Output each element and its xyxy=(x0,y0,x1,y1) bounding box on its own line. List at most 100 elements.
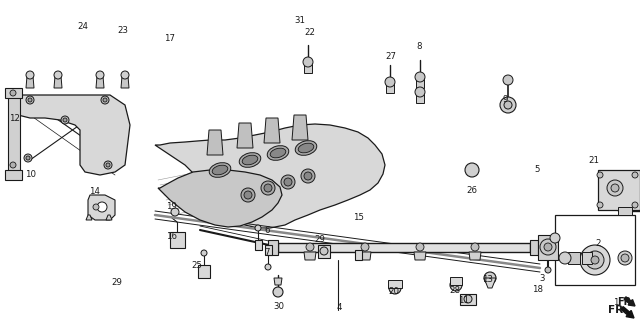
Polygon shape xyxy=(8,90,20,175)
Circle shape xyxy=(121,71,129,79)
Text: 23: 23 xyxy=(117,26,129,35)
Polygon shape xyxy=(265,245,272,255)
Circle shape xyxy=(26,71,34,79)
Ellipse shape xyxy=(295,141,317,155)
Circle shape xyxy=(103,98,107,102)
Circle shape xyxy=(63,118,67,122)
Polygon shape xyxy=(598,170,640,210)
Polygon shape xyxy=(359,252,371,260)
Circle shape xyxy=(104,161,112,169)
Text: 12: 12 xyxy=(8,114,20,123)
Polygon shape xyxy=(292,115,308,140)
Polygon shape xyxy=(414,252,426,260)
Circle shape xyxy=(61,116,69,124)
Circle shape xyxy=(171,208,179,216)
Circle shape xyxy=(261,181,275,195)
Circle shape xyxy=(464,295,472,303)
Circle shape xyxy=(303,57,313,67)
Text: 28: 28 xyxy=(449,286,460,295)
Polygon shape xyxy=(582,252,592,264)
Polygon shape xyxy=(386,83,394,93)
Circle shape xyxy=(10,162,16,168)
Circle shape xyxy=(284,178,292,186)
Text: 16: 16 xyxy=(166,232,177,241)
Text: 21: 21 xyxy=(588,156,600,164)
Polygon shape xyxy=(355,250,362,260)
Text: 26: 26 xyxy=(467,186,478,195)
Polygon shape xyxy=(268,240,278,255)
Circle shape xyxy=(304,172,312,180)
Circle shape xyxy=(26,96,34,104)
Text: 30: 30 xyxy=(273,302,284,311)
Text: 7: 7 xyxy=(265,248,270,257)
Text: 11: 11 xyxy=(458,296,470,305)
Text: 24: 24 xyxy=(77,22,89,31)
Circle shape xyxy=(97,202,107,212)
Polygon shape xyxy=(278,243,530,252)
Circle shape xyxy=(540,239,556,255)
Text: 9: 9 xyxy=(503,95,508,104)
Circle shape xyxy=(550,233,560,243)
Polygon shape xyxy=(388,280,402,288)
Circle shape xyxy=(281,175,295,189)
Text: 6: 6 xyxy=(265,226,270,235)
Polygon shape xyxy=(484,278,496,288)
Polygon shape xyxy=(264,118,280,143)
Circle shape xyxy=(265,264,271,270)
Polygon shape xyxy=(450,277,462,285)
Circle shape xyxy=(101,96,109,104)
Text: 10: 10 xyxy=(24,170,36,179)
Circle shape xyxy=(306,243,314,251)
Circle shape xyxy=(361,243,369,251)
Ellipse shape xyxy=(270,148,286,158)
Text: 14: 14 xyxy=(89,188,100,196)
Polygon shape xyxy=(568,252,580,264)
Text: 15: 15 xyxy=(353,213,364,222)
Polygon shape xyxy=(274,278,282,285)
Text: 27: 27 xyxy=(385,52,396,61)
Polygon shape xyxy=(530,240,538,255)
Polygon shape xyxy=(158,170,282,227)
Polygon shape xyxy=(304,252,316,260)
Polygon shape xyxy=(198,265,210,278)
Text: 31: 31 xyxy=(294,16,305,25)
Circle shape xyxy=(96,71,104,79)
Circle shape xyxy=(597,202,603,208)
Text: 19: 19 xyxy=(166,202,177,211)
Circle shape xyxy=(471,243,479,251)
Polygon shape xyxy=(170,232,185,248)
Circle shape xyxy=(607,180,623,196)
Circle shape xyxy=(28,98,32,102)
Polygon shape xyxy=(54,76,62,88)
Polygon shape xyxy=(18,95,130,175)
Circle shape xyxy=(201,250,207,256)
Ellipse shape xyxy=(209,163,231,177)
Polygon shape xyxy=(304,63,312,73)
FancyArrow shape xyxy=(624,297,635,306)
Polygon shape xyxy=(460,294,476,305)
Circle shape xyxy=(24,154,32,162)
Text: FR.: FR. xyxy=(617,297,635,307)
Polygon shape xyxy=(469,252,481,260)
Circle shape xyxy=(580,245,610,275)
Circle shape xyxy=(385,77,395,87)
Circle shape xyxy=(26,156,30,160)
Polygon shape xyxy=(237,123,253,148)
Circle shape xyxy=(244,191,252,199)
Text: 18: 18 xyxy=(532,285,543,294)
Text: 25: 25 xyxy=(191,261,203,270)
Circle shape xyxy=(611,184,619,192)
Circle shape xyxy=(544,243,552,251)
Text: 29: 29 xyxy=(315,235,325,244)
Polygon shape xyxy=(26,76,34,88)
Text: 1: 1 xyxy=(613,298,618,307)
Text: 17: 17 xyxy=(164,34,175,43)
Circle shape xyxy=(500,97,516,113)
Circle shape xyxy=(106,163,110,167)
Text: 8: 8 xyxy=(417,42,422,51)
Circle shape xyxy=(597,172,603,178)
Circle shape xyxy=(621,254,629,262)
Polygon shape xyxy=(618,207,632,215)
Circle shape xyxy=(241,188,255,202)
Polygon shape xyxy=(5,88,22,98)
